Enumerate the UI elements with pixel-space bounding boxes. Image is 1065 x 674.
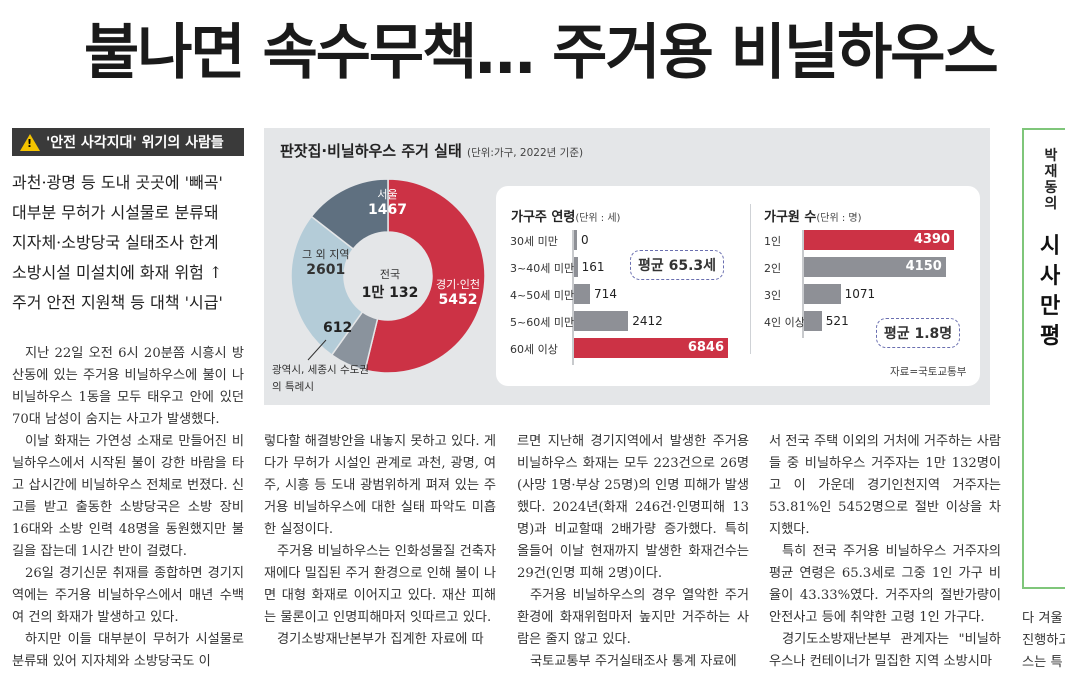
paragraph: 특히 전국 주거용 비닐하우스 거주자의 평균 연령은 65.3세로 그중 1인… [769, 544, 1001, 625]
bar-category-label: 5~60세 미만 [510, 316, 575, 329]
slice-value-metro: 612 [323, 320, 353, 336]
paragraph: 주거용 비닐하우스는 인화성물질 건축자재에다 밀집된 주거 환경으로 인해 불… [264, 544, 496, 625]
bar-axis [572, 230, 574, 365]
bar [574, 338, 728, 358]
bar-category-label: 30세 미만 [510, 235, 558, 248]
bar-category-label: 1인 [764, 235, 782, 248]
leader-line [307, 339, 327, 361]
summary-line: 지자체·소방당국 실태조사 한계 [12, 233, 219, 252]
bar-value-label: 0 [581, 233, 589, 247]
bar [574, 311, 629, 331]
bar-value-label: 4390 [913, 232, 950, 247]
bar [804, 311, 822, 331]
slice-label-seoul: 서울 1467 [368, 188, 407, 218]
cartoon-panel [1022, 128, 1065, 589]
bar [574, 230, 577, 250]
snippet-line: 스는 특 [1022, 655, 1063, 670]
paragraph: 지난 22일 오전 6시 20분쯤 시흥시 방산동에 있는 주거용 비닐하우스에… [12, 346, 244, 427]
slice-label-gyeonggi: 경기·인천 5452 [436, 278, 480, 308]
bar-category-label: 60세 이상 [510, 343, 558, 356]
household-chart-title: 가구원 수(단위 : 명) [764, 210, 862, 225]
paragraph: 26일 경기신문 취재를 종합하면 경기지역에는 주거용 비닐하우스에서 매년 … [12, 566, 244, 625]
donut-center-label: 전국 [379, 268, 401, 281]
bar [804, 284, 841, 304]
summary-line: 과천·광명 등 도내 곳곳에 '빼곡' [12, 173, 223, 192]
donut-chart [290, 178, 486, 374]
slice-label-metro: 광역시, 세종시 수도권의 특례시 [272, 364, 369, 393]
paragraph: 렇다할 해결방안을 내놓지 못하고 있다. 게다가 무허가 시설인 관계로 과천… [264, 434, 496, 537]
infographic-title-text: 판잣집·비닐하우스 주거 실태 [280, 142, 462, 160]
infographic-title: 판잣집·비닐하우스 주거 실태 (단위:가구, 2022년 기준) [280, 140, 583, 161]
household-average-badge: 평균 1.8명 [876, 318, 960, 348]
summary-list: 과천·광명 등 도내 곳곳에 '빼곡' 대부분 무허가 시설물로 분류돼 지자체… [12, 168, 252, 318]
summary-line: 소방시설 미설치에 화재 위험 ↑ [12, 263, 223, 282]
bar-category-label: 3~40세 미만 [510, 262, 575, 275]
bar-value-label: 714 [594, 287, 617, 301]
paragraph: 경기도소방재난본부 관계자는 "비닐하우스나 컨테이너가 밀집한 지역 소방시마 [769, 632, 1001, 669]
paragraph: 하지만 이들 대부분이 무허가 시설물로 분류돼 있어 지자체와 소방당국도 이 [12, 632, 244, 669]
paragraph: 경기소방재난본부가 집계한 자료에 따 [277, 632, 484, 647]
headline: 불나면 속수무책… 주거용 비닐하우스 [84, 18, 999, 88]
card-divider [750, 204, 751, 354]
paragraph: 국토교통부 주거실태조사 통계 자료에 [530, 654, 737, 669]
article-column-1: 지난 22일 오전 6시 20분쯤 시흥시 방산동에 있는 주거용 비닐하우스에… [12, 343, 244, 673]
household-bar-chart: 1인 4390 2인 4150 3인 1071 4인 이상 521 [764, 230, 974, 340]
paragraph: 주거용 비닐하우스의 경우 열악한 주거 환경에 화재위험마저 높지만 거주하는… [517, 588, 749, 647]
bar-value-label: 161 [581, 260, 605, 274]
bar-category-label: 3인 [764, 289, 782, 302]
bar [574, 284, 591, 304]
bar [804, 230, 954, 250]
snippet-line: 진행하고 [1022, 633, 1065, 648]
paragraph: 이날 화재는 가연성 소재로 만들어진 비닐하우스에서 시작된 불이 강한 바람… [12, 434, 244, 559]
bar [804, 257, 946, 277]
warning-icon: ! [20, 133, 40, 151]
bar [574, 257, 578, 277]
bar-category-label: 2인 [764, 262, 782, 275]
pie-slice [290, 215, 364, 357]
slice-label-other: 그 외 지역 2601 [302, 248, 350, 278]
paragraph: 르면 지난해 경기지역에서 발생한 주거용 비닐하우스 화재는 모두 223건으… [517, 434, 749, 581]
article-column-2: 렇다할 해결방안을 내놓지 못하고 있다. 게다가 무허가 시설인 관계로 과천… [264, 431, 496, 651]
bar-value-label: 1071 [844, 287, 876, 301]
bar-value-label: 521 [825, 314, 849, 328]
section-subheader: ! '안전 사각지대' 위기의 사람들 [12, 128, 244, 156]
age-average-badge: 평균 65.3세 [630, 250, 724, 280]
snippet-line: 다 겨울 [1022, 611, 1063, 626]
donut-center-value: 1만 132 [361, 285, 419, 301]
donut-center: 전국 1만 132 [362, 266, 419, 302]
age-bar-chart: 30세 미만 0 3~40세 미만 161 4~50세 미만 714 5~60세 미만 241… [510, 230, 750, 365]
bar-value-label: 2412 [632, 314, 663, 328]
summary-line: 주거 안전 지원책 등 대책 '시급' [12, 293, 223, 312]
source-note: 자료=국토교통부 [890, 366, 967, 378]
bar-category-label: 4인 이상 [764, 316, 805, 329]
paragraph: 서 전국 주택 이외의 거처에 거주하는 사람들 중 비닐하우스 거주자는 1만… [769, 434, 1001, 537]
age-chart-title: 가구주 연령(단위 : 세) [511, 210, 621, 225]
bar-axis [802, 230, 804, 338]
pie-slice [364, 178, 486, 374]
pie-slice [310, 178, 389, 251]
bar-value-label: 4150 [905, 259, 942, 274]
bar-category-label: 4~50세 미만 [510, 289, 575, 302]
article-column-3: 르면 지난해 경기지역에서 발생한 주거용 비닐하우스 화재는 모두 223건으… [517, 431, 749, 673]
bar-value-label: 6846 [687, 340, 724, 355]
subheader-text: '안전 사각지대' 위기의 사람들 [46, 135, 224, 151]
infographic-unit: (단위:가구, 2022년 기준) [466, 147, 584, 159]
summary-line: 대부분 무허가 시설물로 분류돼 [12, 203, 219, 222]
next-article-snippet: 다 겨울 진행하고 스는 특 [1022, 608, 1065, 674]
article-column-4: 서 전국 주택 이외의 거처에 거주하는 사람들 중 비닐하우스 거주자는 1만… [769, 431, 1001, 673]
